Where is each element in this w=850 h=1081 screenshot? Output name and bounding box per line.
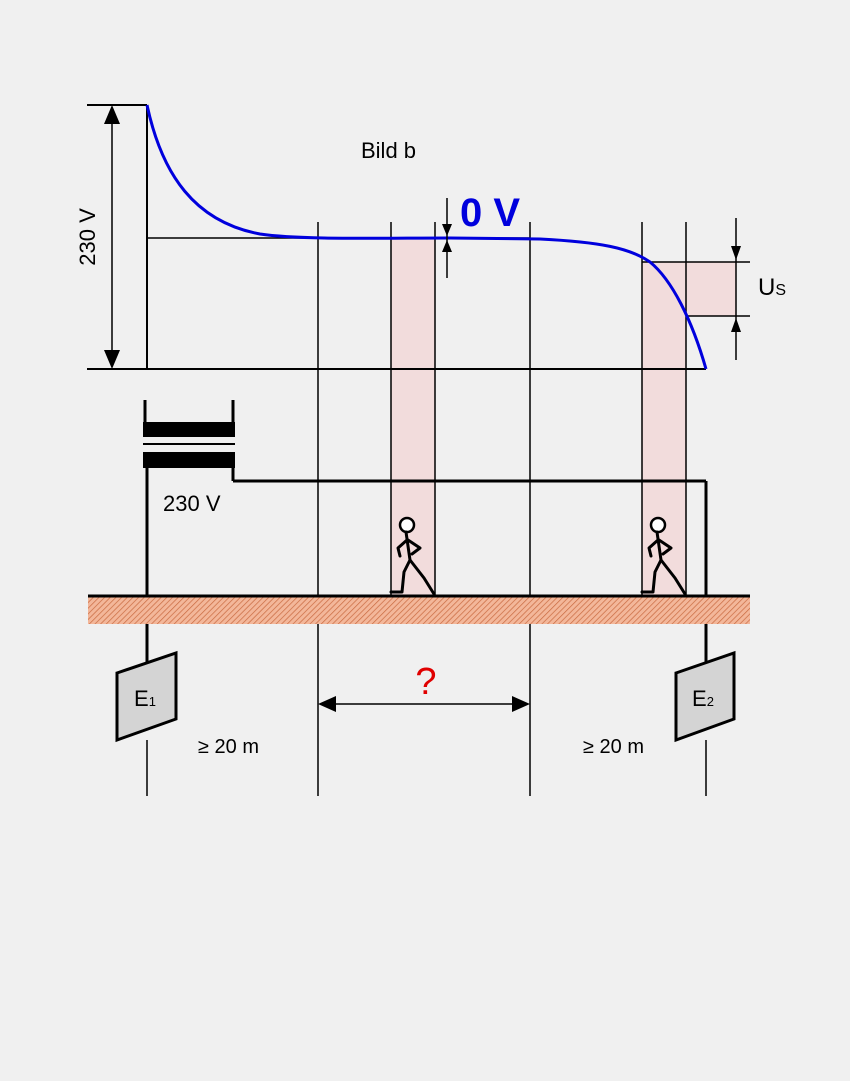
shaded-zone-middle bbox=[391, 238, 435, 595]
us-arrow-up bbox=[731, 318, 741, 332]
zero-voltage-label: 0 V bbox=[460, 191, 520, 235]
step-voltage-label: US bbox=[758, 274, 786, 301]
zero-arrow-down bbox=[442, 224, 452, 236]
unknown-distance-arrow-right bbox=[512, 696, 530, 712]
earth-electrode-1-label: E1 bbox=[134, 686, 156, 711]
diagram-title: Bild b bbox=[361, 138, 416, 163]
shaded-zone-right bbox=[642, 262, 686, 595]
distance-right-label: ≥ 20 m bbox=[583, 736, 644, 758]
transformer-voltage-label: 230 V bbox=[163, 491, 221, 516]
earth-electrode-2 bbox=[674, 650, 736, 743]
us-arrow-down bbox=[731, 246, 741, 260]
shaded-step-voltage-box bbox=[686, 262, 736, 316]
distance-left-label: ≥ 20 m bbox=[198, 736, 259, 758]
unknown-distance-label: ? bbox=[415, 661, 436, 703]
zero-arrow-up bbox=[442, 240, 452, 252]
scale-arrow-down bbox=[104, 350, 120, 369]
transformer-winding-top bbox=[143, 422, 235, 437]
voltage-scale-label: 230 V bbox=[75, 208, 100, 266]
earth-electrode-1 bbox=[115, 650, 178, 743]
potential-curve bbox=[145, 104, 708, 370]
person-middle-icon bbox=[389, 516, 436, 596]
person-right-icon bbox=[640, 516, 687, 596]
ground-soil bbox=[88, 596, 750, 624]
unknown-distance-arrow-left bbox=[318, 696, 336, 712]
transformer-winding-bottom bbox=[143, 452, 235, 468]
earth-electrode-2-label: E2 bbox=[692, 686, 714, 711]
scale-arrow-up bbox=[104, 105, 120, 124]
